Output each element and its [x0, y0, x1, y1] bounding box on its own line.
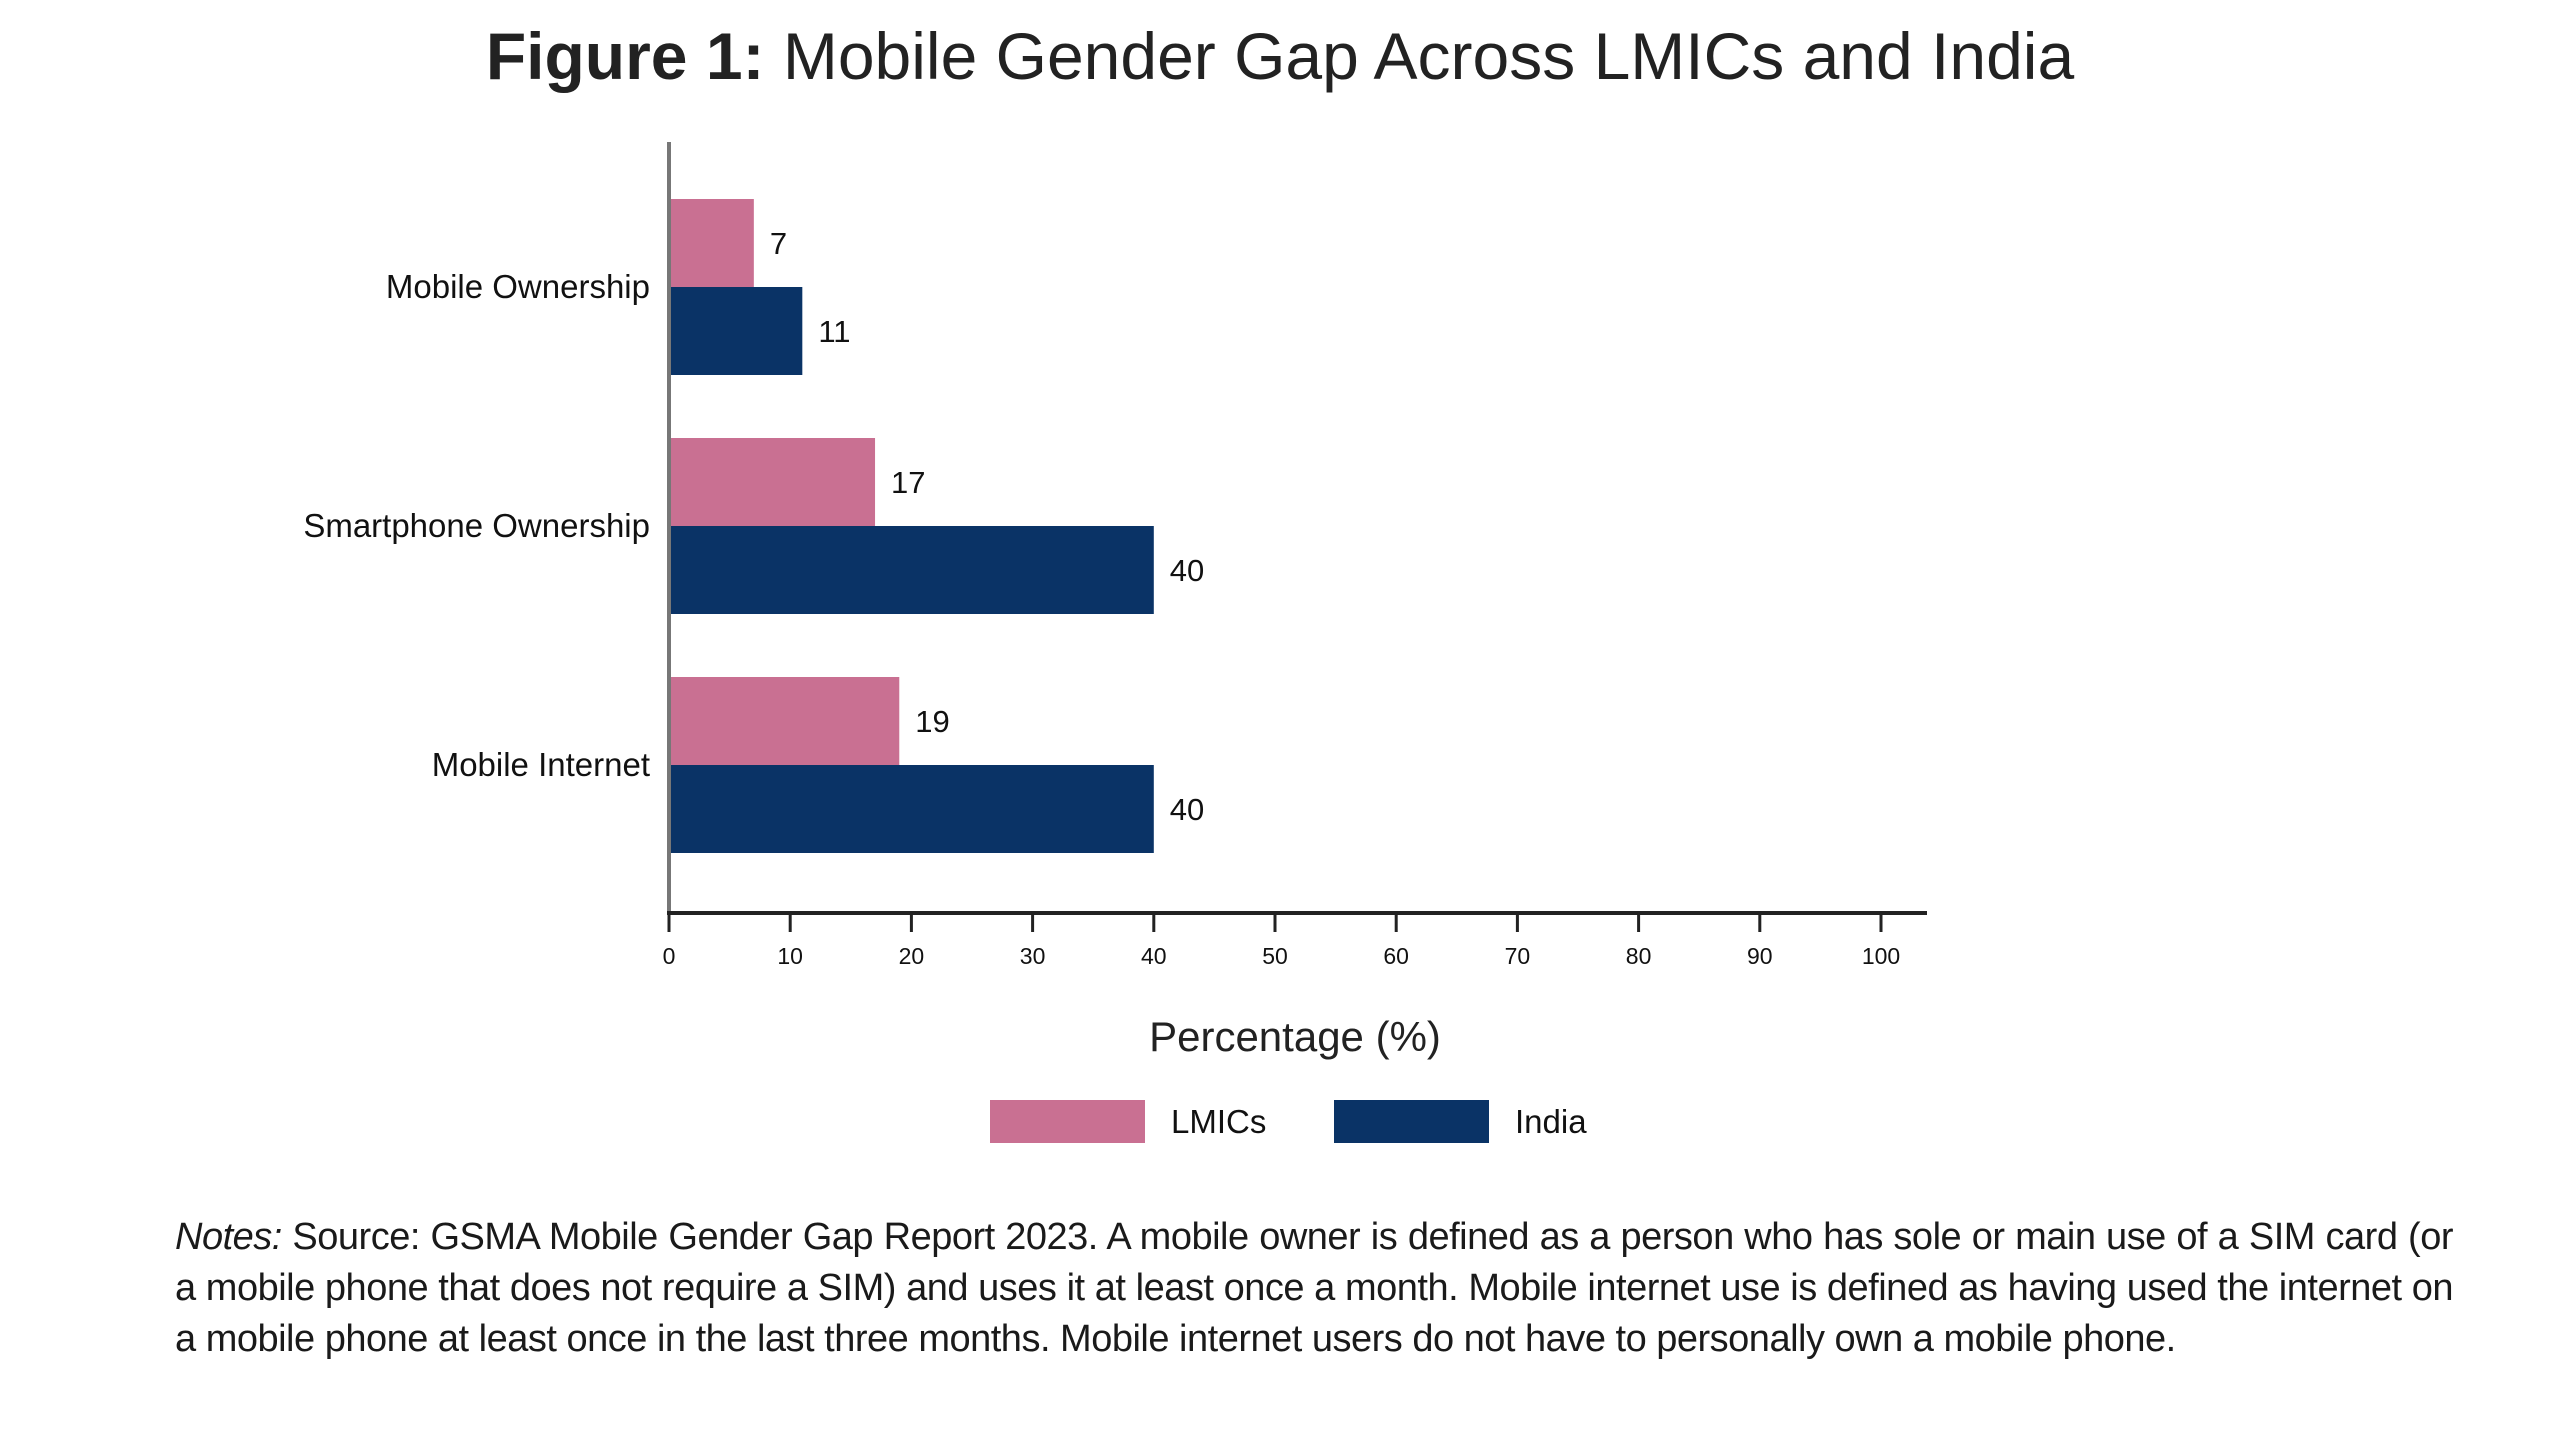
legend-swatch-india: [1334, 1100, 1489, 1143]
data-label: 40: [1170, 553, 1204, 588]
category-label: Mobile Ownership: [386, 268, 650, 305]
figure-notes: Notes: Source: GSMA Mobile Gender Gap Re…: [175, 1212, 2454, 1365]
bar-chart: Mobile Ownership 7 11 Smartphone Ownership 1…: [303, 142, 1927, 1143]
figure-number: Figure 1:: [485, 19, 765, 93]
legend-label-india: India: [1515, 1103, 1587, 1140]
x-tick-label: 20: [899, 943, 925, 969]
x-tick-label: 60: [1383, 943, 1409, 969]
x-axis-title: Percentage (%): [1149, 1013, 1441, 1060]
notes-label: Notes:: [175, 1216, 282, 1258]
category-label: Mobile Internet: [432, 746, 650, 783]
bar-lmics: [669, 199, 754, 287]
data-label: 40: [1170, 792, 1204, 827]
figure-title: Figure 1: Mobile Gender Gap Across LMICs…: [0, 18, 2560, 94]
data-label: 19: [915, 704, 949, 739]
x-tick-label: 10: [777, 943, 803, 969]
bar-lmics: [669, 438, 876, 526]
x-tick-label: 80: [1626, 943, 1652, 969]
bar-india: [669, 287, 803, 375]
category-label: Smartphone Ownership: [303, 507, 650, 544]
x-tick-label: 40: [1141, 943, 1167, 969]
x-tick-label: 90: [1747, 943, 1773, 969]
x-tick-label: 30: [1020, 943, 1046, 969]
data-label: 7: [770, 226, 787, 261]
legend-swatch-lmics: [990, 1100, 1145, 1143]
bar-lmics: [669, 677, 900, 765]
x-tick-label: 0: [663, 943, 676, 969]
bar-india: [669, 526, 1154, 614]
legend-label-lmics: LMICs: [1171, 1103, 1266, 1140]
notes-text: Source: GSMA Mobile Gender Gap Report 20…: [175, 1216, 2454, 1360]
data-label: 17: [891, 465, 925, 500]
x-tick-label: 70: [1505, 943, 1531, 969]
figure-title-text: Mobile Gender Gap Across LMICs and India: [782, 19, 2075, 93]
x-tick-label: 50: [1262, 943, 1288, 969]
x-tick-label: 100: [1862, 943, 1900, 969]
data-label: 11: [818, 314, 850, 349]
bar-india: [669, 765, 1154, 853]
